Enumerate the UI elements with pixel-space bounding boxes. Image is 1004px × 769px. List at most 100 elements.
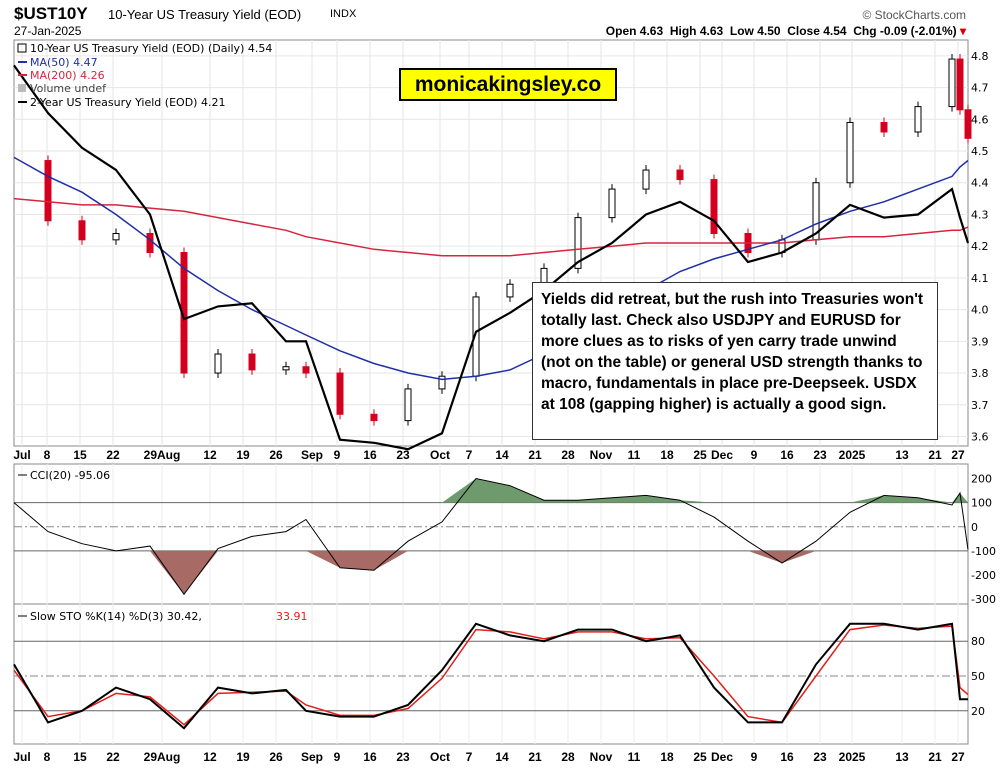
legend-swatch-main (17, 43, 27, 53)
cci-tick-0: 200 (971, 472, 992, 485)
price-tick-11: 3.7 (971, 399, 989, 412)
x-axis-top: Jul 8 15 22 29Aug 12 19 26 Sep 9 16 23 Oct 7 14 21 28 Nov… (13, 448, 965, 462)
price-tick-5: 4.3 (971, 208, 989, 221)
x-tick-top-24: 23 (813, 448, 827, 462)
x-tick-bottom-24: 23 (813, 750, 827, 764)
x-tick-top-18: 11 (628, 448, 641, 462)
x-tick-top-14: 14 (495, 448, 509, 462)
cci-pos-fill-28 (952, 492, 960, 503)
legend-volume: Volume undef (30, 82, 107, 95)
x-tick-top-17: Nov (590, 448, 613, 462)
x-tick-top-10: 16 (363, 448, 377, 462)
x-tick-bottom-7: 26 (269, 750, 283, 764)
price-tick-4: 4.4 (971, 177, 989, 190)
symbol-label: $UST10Y (14, 4, 88, 23)
x-tick-bottom-0: Jul (13, 750, 30, 764)
x-tick-bottom-15: 21 (528, 750, 542, 764)
price-tick-7: 4.1 (971, 272, 989, 285)
x-tick-bottom-10: 16 (363, 750, 377, 764)
candle-body-17 (574, 217, 582, 269)
cci-pos-fill-18 (612, 495, 646, 503)
legend-cci: CCI(20) -95.06 (30, 469, 110, 482)
candle-body-12 (404, 388, 412, 422)
candle-body-28 (948, 58, 956, 108)
cci-tick-2: 0 (971, 521, 978, 534)
candle-body-2 (78, 220, 86, 241)
candle-body-29 (956, 58, 964, 111)
sto-d-line (13, 624, 969, 726)
low-value: Low 4.50 (729, 24, 781, 38)
price-tick-2: 4.6 (971, 113, 989, 126)
x-tick-top-19: 18 (660, 448, 674, 462)
ohlc-summary: Open 4.63 High 4.63 Low 4.50 Close 4.54 … (606, 24, 966, 38)
legend-2y: 2-Year US Treasury Yield (EOD) 4.21 (30, 96, 225, 109)
change-value: Chg -0.09 (-2.01%) (853, 24, 957, 38)
x-tick-bottom-16: 28 (561, 750, 575, 764)
price-tick-0: 4.8 (971, 50, 989, 63)
cci-pos-fill-29 (960, 492, 968, 503)
cci-tick-4: -200 (971, 569, 996, 582)
close-value: Close 4.54 (787, 24, 847, 38)
x-tick-bottom-25: 2025 (839, 750, 866, 764)
cci-pos-fill-27 (918, 497, 952, 503)
price-tick-6: 4.2 (971, 240, 989, 253)
x-tick-top-6: 19 (236, 448, 250, 462)
x-tick-top-21: Dec (711, 448, 733, 462)
x-tick-bottom-1: 8 (44, 750, 51, 764)
x-tick-top-12: Oct (430, 448, 450, 462)
candle-body-27 (914, 106, 922, 133)
x-tick-top-22: 9 (751, 448, 758, 462)
x-tick-top-16: 28 (561, 448, 575, 462)
candle-body-1 (44, 160, 52, 222)
two-year-line (13, 64, 970, 451)
x-tick-top-1: 8 (44, 448, 51, 462)
x-tick-bottom-6: 19 (236, 750, 250, 764)
high-value: High 4.63 (669, 24, 724, 38)
cci-line (13, 477, 969, 596)
x-tick-top-27: 21 (928, 448, 942, 462)
x-tick-bottom-19: 18 (660, 750, 674, 764)
cci-pos-fill-16 (544, 500, 578, 503)
candle-body-19 (642, 169, 650, 190)
cci-tick-5: -300 (971, 593, 996, 606)
sto-panel-frame (13, 603, 969, 745)
x-tick-bottom-13: 7 (466, 750, 473, 764)
cci-pos-fill-14 (476, 478, 510, 503)
x-tick-top-15: 21 (528, 448, 542, 462)
cci-neg-fill-4 (150, 550, 184, 595)
legend-main: 10-Year US Treasury Yield (EOD) (Daily) … (30, 42, 272, 55)
x-tick-top-2: 15 (73, 448, 87, 462)
cci-pos-fill-20 (680, 500, 714, 503)
x-tick-bottom-18: 11 (628, 750, 641, 764)
candle-body-15 (506, 283, 514, 298)
index-type: INDX (330, 8, 357, 20)
x-tick-bottom-3: 22 (106, 750, 120, 764)
candle-body-13 (438, 375, 446, 390)
candle-body-3 (112, 232, 120, 241)
cci-neg-fill-23 (782, 550, 816, 563)
cci-pos-fill-26 (884, 495, 918, 503)
cci-tick-3: -100 (971, 545, 996, 558)
x-tick-top-7: 26 (269, 448, 283, 462)
x-tick-bottom-20: 25 (693, 750, 707, 764)
x-tick-bottom-8: Sep (301, 750, 323, 764)
index-name: 10-Year US Treasury Yield (EOD) (108, 7, 302, 22)
candle-body-7 (248, 353, 256, 371)
legend-swatch-volume (18, 84, 26, 92)
x-tick-top-0: Jul (13, 448, 30, 462)
sto-legend: Slow STO %K(14) %D(3) 30.42, 33.91 (18, 610, 308, 623)
sto-k-line (13, 622, 968, 730)
x-tick-top-23: 16 (780, 448, 794, 462)
price-tick-8: 4.0 (971, 304, 989, 317)
x-tick-bottom-26: 13 (895, 750, 909, 764)
x-tick-top-9: 9 (334, 448, 341, 462)
sto-tick-2: 20 (971, 705, 985, 718)
x-tick-bottom-28: 27 (951, 750, 965, 764)
cci-pos-fill-15 (510, 485, 544, 503)
x-tick-top-13: 7 (466, 448, 473, 462)
x-tick-bottom-23: 16 (780, 750, 794, 764)
price-tick-12: 3.6 (971, 430, 989, 443)
sto-tick-0: 80 (971, 635, 985, 648)
x-tick-bottom-9: 9 (334, 750, 341, 764)
series-layer (13, 54, 972, 730)
